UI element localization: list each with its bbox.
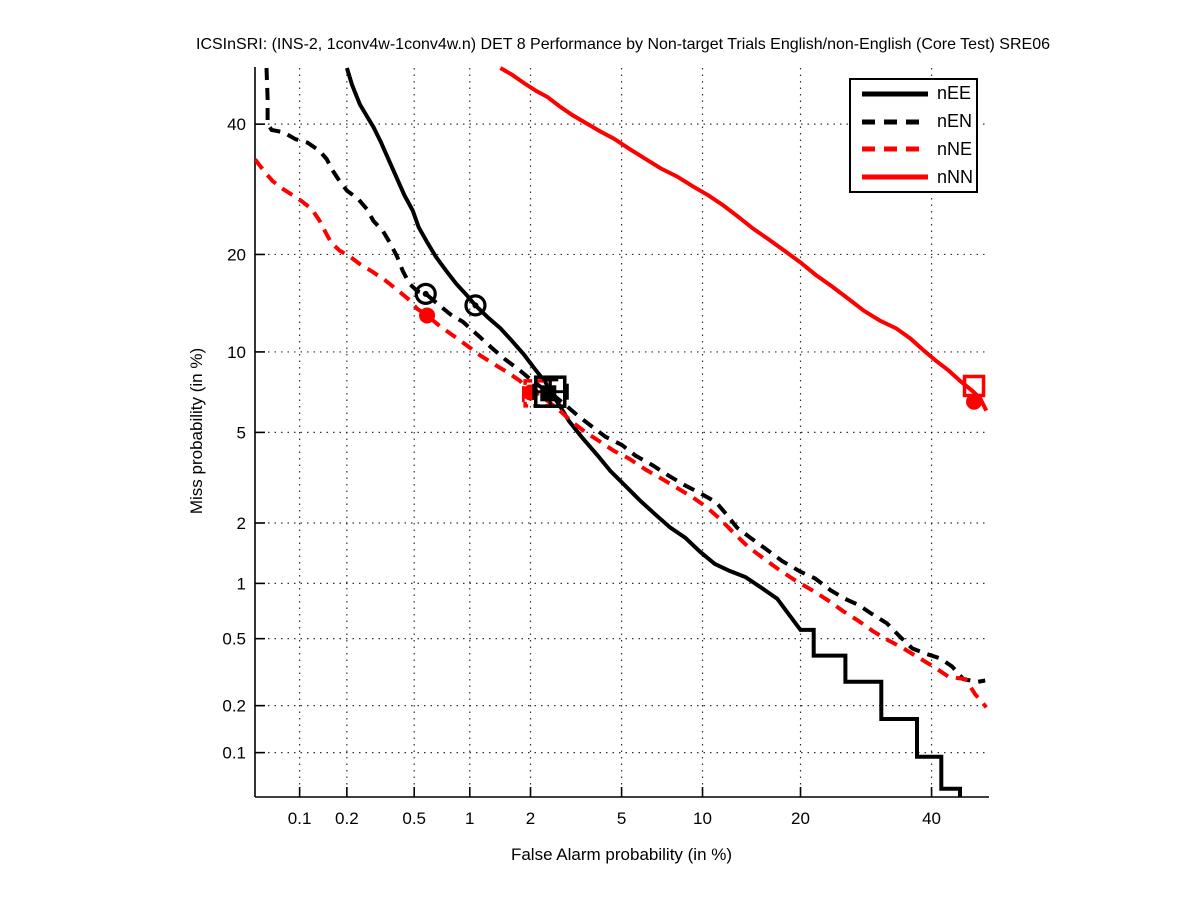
- legend-label: nNE: [937, 138, 973, 159]
- y-tick-label: 40: [227, 115, 246, 134]
- legend-item-nNE: nNE: [851, 139, 976, 160]
- curve-nNN: [499, 66, 989, 412]
- curve-nEE: [344, 67, 962, 797]
- y-tick-label: 1: [237, 574, 246, 593]
- operating-point-circle-icon: [419, 307, 436, 324]
- x-tick-label: 0.1: [288, 809, 312, 828]
- y-tick-label: 0.5: [222, 630, 246, 649]
- operating-point-circle-icon: [966, 393, 983, 410]
- legend-label: nEN: [937, 111, 973, 132]
- x-tick-label: 0.2: [335, 809, 359, 828]
- x-axis-label: False Alarm probability (in %): [510, 845, 733, 864]
- operating-point-square-filled-icon: [540, 385, 557, 402]
- y-tick-label: 0.2: [222, 697, 246, 716]
- x-tick-label: 2: [526, 809, 535, 828]
- x-tick-label: 1: [465, 809, 474, 828]
- legend-line-sample-icon: [862, 91, 928, 97]
- min-dcf-marker-icon: [414, 282, 437, 305]
- curve-nNE: [255, 158, 988, 709]
- x-tick-label: 10: [693, 809, 712, 828]
- legend-item-nNN: nNN: [851, 167, 976, 188]
- legend-item-nEN: nEN: [851, 111, 976, 132]
- min-dcf-marker-icon: [464, 294, 487, 317]
- legend-item-nEE: nEE: [851, 83, 976, 104]
- legend: nEE nEN nNE nNN: [849, 78, 978, 193]
- y-tick-label: 10: [227, 343, 246, 362]
- y-tick-label: 5: [237, 423, 246, 442]
- y-axis-label: Miss probability (in %): [187, 347, 206, 515]
- legend-line-sample-icon: [862, 174, 928, 180]
- x-tick-label: 5: [617, 809, 626, 828]
- legend-label: nNN: [937, 166, 974, 187]
- y-tick-label: 20: [227, 245, 246, 264]
- legend-label: nEE: [937, 83, 972, 104]
- x-tick-label: 20: [791, 809, 810, 828]
- y-tick-label: 2: [237, 514, 246, 533]
- legend-line-sample-icon: [862, 146, 928, 152]
- y-tick-label: 0.1: [222, 744, 246, 763]
- operating-point-square-icon: [533, 375, 567, 408]
- x-tick-label: 0.5: [402, 809, 426, 828]
- min-dcf-marker-dot-icon: [422, 290, 429, 297]
- legend-line-sample-icon: [862, 119, 928, 125]
- min-dcf-marker-dot-icon: [472, 302, 479, 309]
- plot-title: ICSInSRI: (INS-2, 1conv4w-1conv4w.n) DET…: [196, 36, 1050, 53]
- x-tick-label: 40: [922, 809, 941, 828]
